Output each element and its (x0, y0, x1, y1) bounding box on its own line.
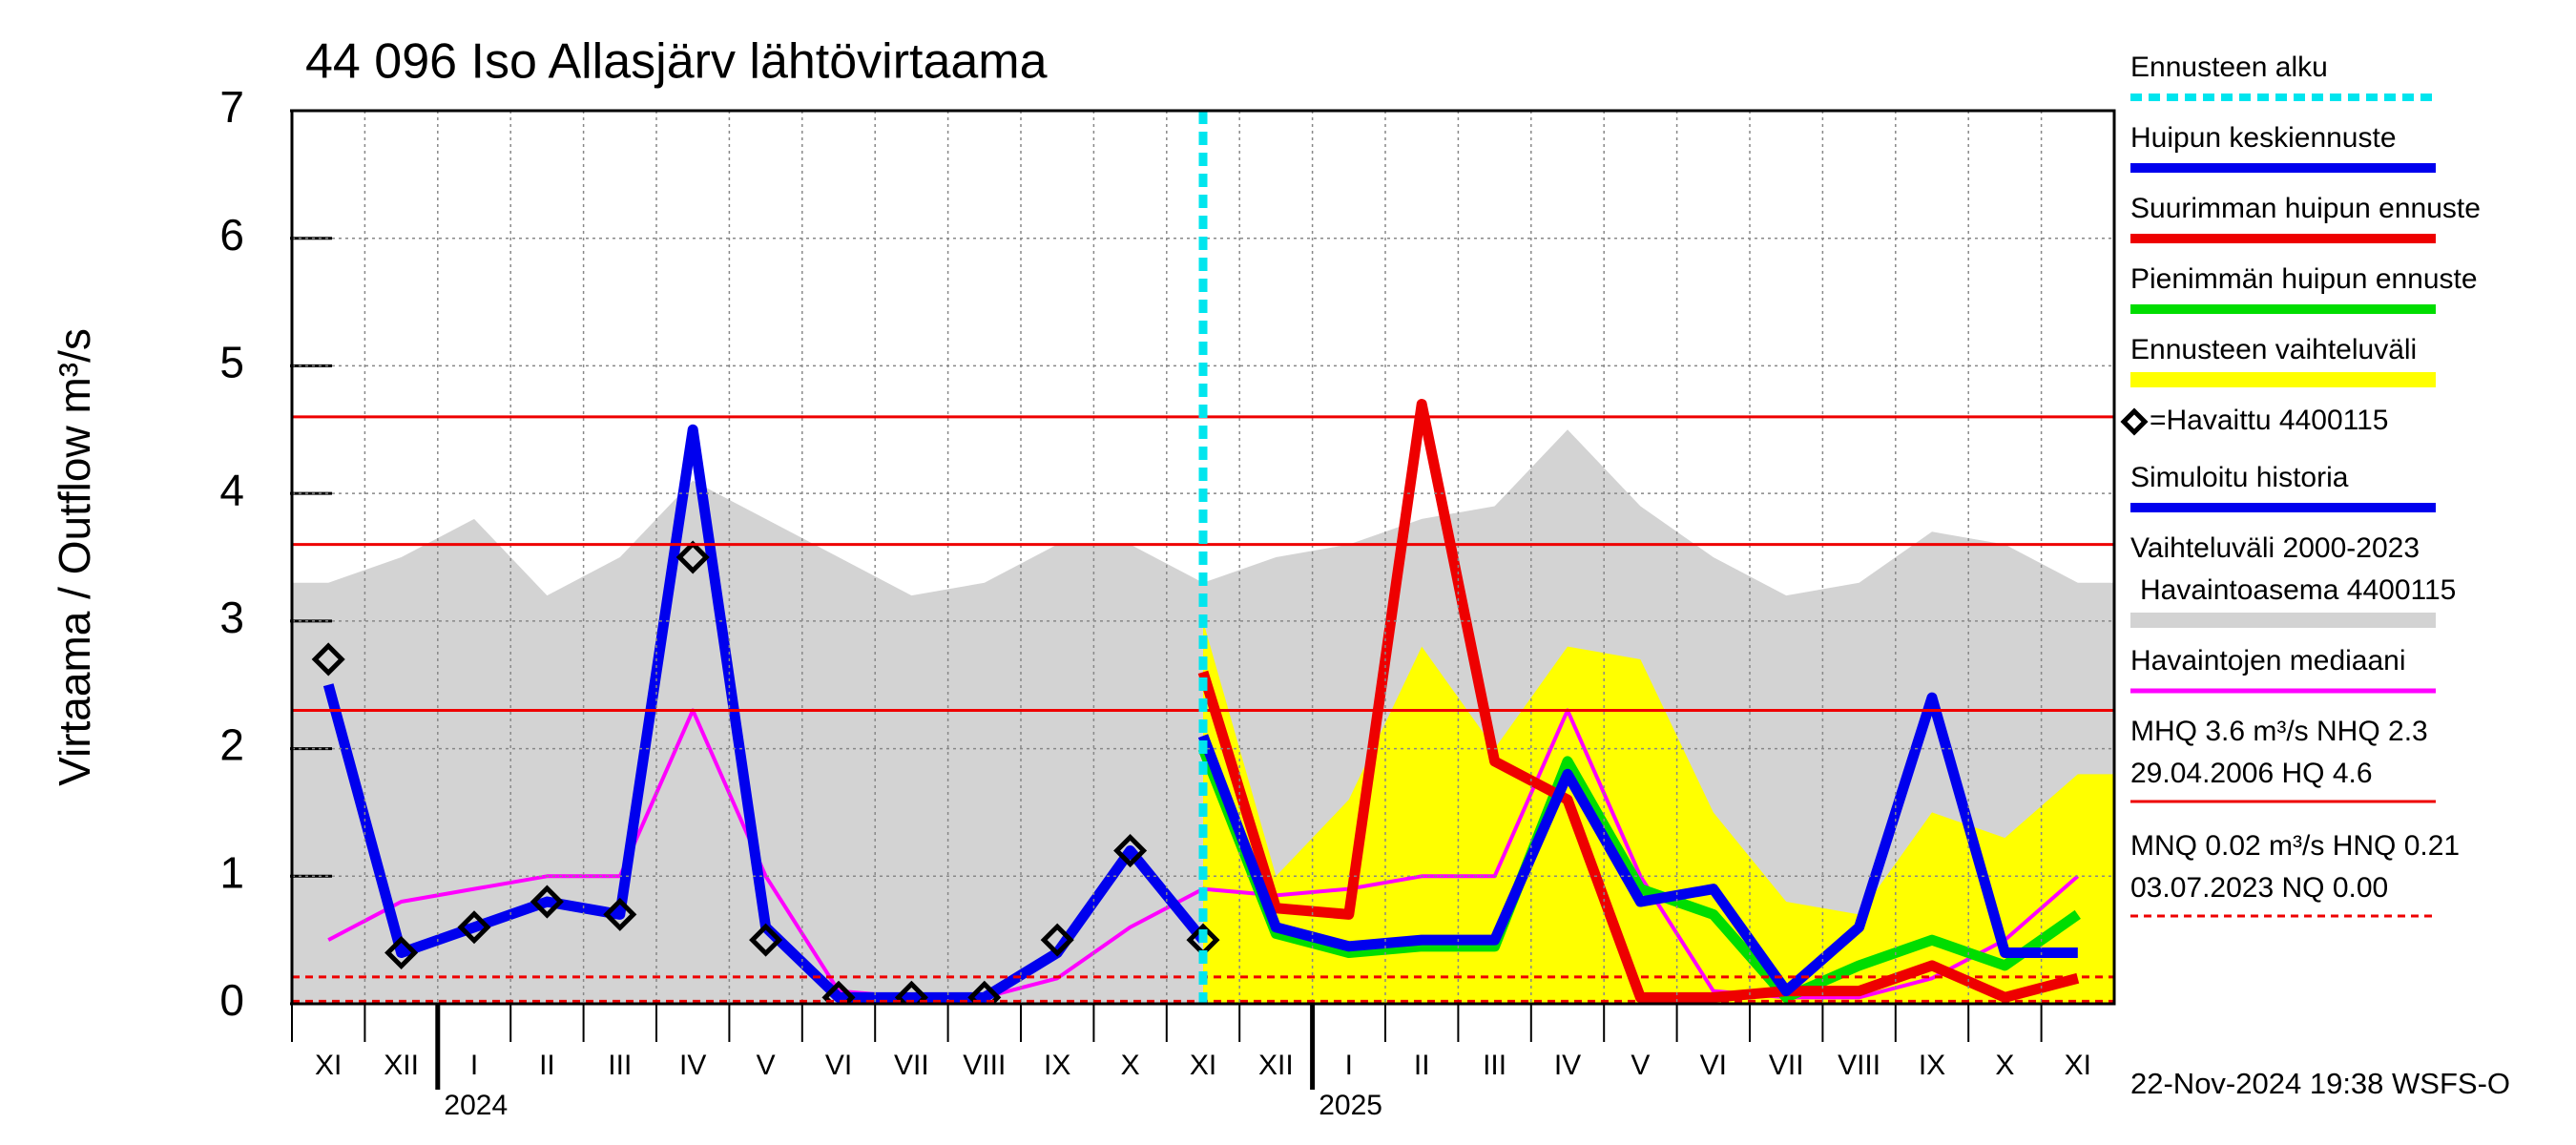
observed-marker (894, 980, 928, 1004)
observed-marker (821, 980, 856, 1004)
x-tick-label: VIII (1838, 1050, 1880, 1081)
x-tick-label: XII (384, 1050, 419, 1081)
legend-label: Vaihteluväli 2000-2023 (2130, 532, 2420, 564)
legend-label: Suurimman huipun ennuste (2130, 193, 2481, 224)
x-tick-label: I (1345, 1050, 1353, 1081)
x-tick-label: IV (1554, 1050, 1581, 1081)
x-tick-label: VII (894, 1050, 929, 1081)
y-tick-label: 3 (219, 593, 244, 642)
x-tick-label: VI (825, 1050, 852, 1081)
x-tick-label: VI (1700, 1050, 1727, 1081)
plot (292, 399, 2114, 1004)
x-tick-label: II (1414, 1050, 1430, 1081)
x-tick-label: XI (2065, 1050, 2091, 1081)
y-tick-label: 0 (219, 975, 244, 1025)
x-tick-label: X (1121, 1050, 1140, 1081)
y-axis-label: Virtaama / Outflow m³/s (50, 328, 99, 786)
y-tick-label: 6 (219, 210, 244, 260)
series-line (1197, 692, 2078, 997)
x-tick-label: X (1995, 1050, 2014, 1081)
legend-label: Huipun keskiennuste (2130, 122, 2397, 154)
stats-text: 03.07.2023 NQ 0.00 (2130, 872, 2388, 904)
observed-marker (967, 980, 1002, 1004)
year-label: 2025 (1319, 1090, 1382, 1121)
stats-text: MNQ 0.02 m³/s HNQ 0.21 (2130, 830, 2460, 862)
series-line (1197, 746, 2081, 1003)
observed-marker (1113, 834, 1148, 868)
x-tick-label: V (757, 1050, 776, 1081)
x-tick-label: III (608, 1050, 632, 1081)
series-line (1197, 399, 2080, 1003)
x-tick-label: V (1631, 1050, 1650, 1081)
legend-label: Ennusteen alku (2130, 52, 2328, 83)
x-tick-label: III (1483, 1050, 1506, 1081)
observed-marker (530, 885, 564, 919)
chart-title: 44 096 Iso Allasjärv lähtövirtaama (305, 34, 1048, 90)
x-tick-label: IX (1044, 1050, 1070, 1081)
x-tick-label: IX (1919, 1050, 1945, 1081)
observed-marker (675, 540, 710, 574)
x-tick-label: I (470, 1050, 478, 1081)
x-tick-label: VII (1769, 1050, 1804, 1081)
range-area (1203, 620, 2114, 1004)
legend-label: Havaintojen mediaani (2130, 645, 2406, 677)
observed-marker (311, 642, 345, 677)
legend-label: =Havaittu 4400115 (2150, 405, 2388, 436)
x-tick-label: XI (315, 1050, 342, 1081)
year-label: 2024 (444, 1090, 508, 1121)
x-tick-label: XII (1258, 1050, 1294, 1081)
observed-marker (384, 935, 419, 970)
stats-text: MHQ 3.6 m³/s NHQ 2.3 (2130, 716, 2428, 747)
plot-frame (290, 109, 2116, 1006)
y-tick-label: 2 (219, 720, 244, 770)
x-tick-label: II (539, 1050, 555, 1081)
y-tick-label: 4 (219, 465, 244, 514)
legend-note: Havaintoasema 4400115 (2140, 574, 2456, 606)
legend-label: Ennusteen vaihteluväli (2130, 334, 2417, 365)
x-tick-label: XI (1190, 1050, 1216, 1081)
x-tick-label: VIII (963, 1050, 1006, 1081)
observed-marker (749, 923, 783, 957)
legend-marker (2120, 407, 2149, 436)
stats-text: 29.04.2006 HQ 4.6 (2130, 758, 2373, 789)
observed-marker (457, 910, 491, 945)
footer: 22-Nov-2024 19:38 WSFS-O (2130, 1067, 2510, 1100)
legend-label: Pienimmän huipun ennuste (2130, 263, 2478, 295)
legend-label: Simuloitu historia (2130, 462, 2349, 493)
x-tick-label: IV (679, 1050, 706, 1081)
observed-marker (603, 897, 637, 931)
y-tick-label: 7 (219, 82, 244, 132)
observed-marker (1040, 923, 1074, 957)
y-tick-label: 1 (219, 847, 244, 897)
y-tick-label: 5 (219, 338, 244, 387)
